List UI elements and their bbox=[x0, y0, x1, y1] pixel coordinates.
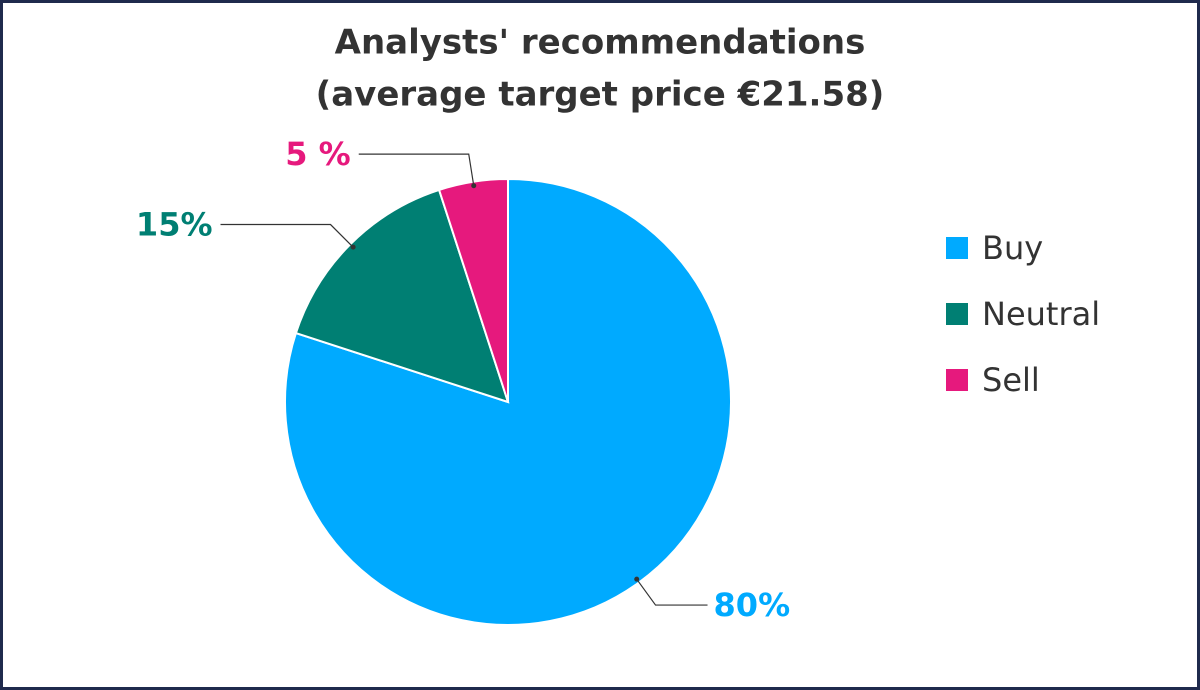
legend-label: Neutral bbox=[982, 295, 1100, 333]
chart-subtitle: (average target price €21.58) bbox=[316, 75, 885, 115]
data-label: 80% bbox=[714, 586, 791, 624]
leader-line bbox=[358, 153, 475, 186]
legend-label: Sell bbox=[982, 361, 1040, 399]
legend-swatch bbox=[946, 237, 968, 259]
data-label: 5 % bbox=[285, 135, 350, 173]
legend-label: Buy bbox=[982, 229, 1043, 267]
legend-swatch bbox=[946, 303, 968, 325]
chart-title: Analysts' recommendations bbox=[335, 23, 866, 63]
leader-line bbox=[220, 223, 354, 248]
legend-swatch bbox=[946, 369, 968, 391]
data-label: 15% bbox=[136, 206, 213, 244]
leader-line bbox=[636, 578, 708, 606]
